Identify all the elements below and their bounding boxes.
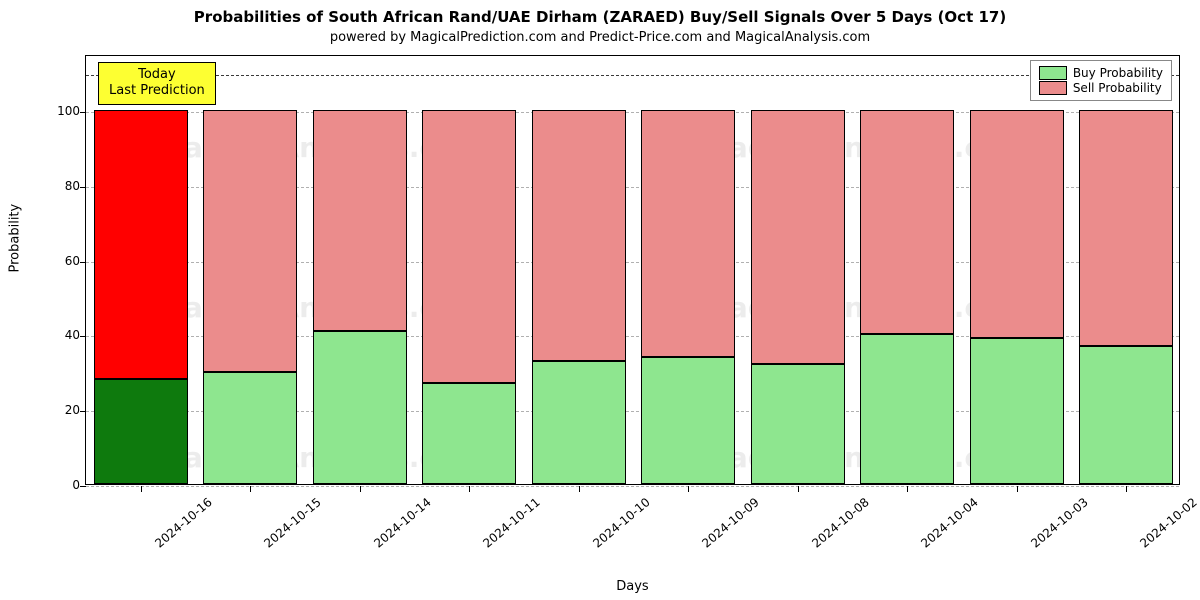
sell-bar	[313, 110, 407, 331]
bar-group	[751, 54, 845, 484]
buy-bar	[313, 331, 407, 484]
xtick-label: 2024-10-16	[152, 495, 214, 551]
sell-bar	[422, 110, 516, 383]
y-axis-label: Probability	[8, 253, 23, 273]
legend-swatch-sell	[1039, 81, 1067, 95]
xtick-label: 2024-10-10	[590, 495, 652, 551]
x-axis-label: Days	[85, 579, 1180, 594]
xtick-mark	[360, 486, 361, 492]
legend-item-sell: Sell Probability	[1039, 81, 1163, 95]
buy-bar	[641, 357, 735, 484]
xtick-mark	[688, 486, 689, 492]
xtick-label: 2024-10-15	[262, 495, 324, 551]
today-annotation: Today Last Prediction	[98, 62, 216, 105]
xtick-mark	[469, 486, 470, 492]
ytick-label: 0	[30, 478, 80, 492]
ytick-label: 100	[30, 104, 80, 118]
buy-bar	[1079, 346, 1173, 484]
plot-area: MagicalAnalysis.comMagicalAnalysis.comMa…	[85, 55, 1180, 485]
bar-group	[203, 54, 297, 484]
bar-group	[1079, 54, 1173, 484]
annotation-line-1: Today	[109, 67, 205, 83]
xtick-mark	[798, 486, 799, 492]
bar-group	[860, 54, 954, 484]
xtick-mark	[1017, 486, 1018, 492]
legend-item-buy: Buy Probability	[1039, 66, 1163, 80]
bar-group	[313, 54, 407, 484]
buy-bar	[860, 334, 954, 484]
bar-group	[970, 54, 1064, 484]
buy-bar	[970, 338, 1064, 484]
legend-label-sell: Sell Probability	[1073, 81, 1162, 95]
chart-title: Probabilities of South African Rand/UAE …	[0, 8, 1200, 26]
ytick-mark	[80, 336, 86, 337]
ytick-label: 40	[30, 328, 80, 342]
buy-bar	[94, 379, 188, 484]
legend-swatch-buy	[1039, 66, 1067, 80]
sell-bar	[970, 110, 1064, 338]
y-axis-label-text: Probability	[8, 204, 23, 273]
ytick-label: 80	[30, 179, 80, 193]
bar-group	[94, 54, 188, 484]
xtick-mark	[579, 486, 580, 492]
ytick-label: 20	[30, 403, 80, 417]
bar-group	[422, 54, 516, 484]
legend-label-buy: Buy Probability	[1073, 66, 1163, 80]
sell-bar	[532, 110, 626, 361]
annotation-line-2: Last Prediction	[109, 83, 205, 99]
xtick-label: 2024-10-14	[371, 495, 433, 551]
xtick-label: 2024-10-04	[919, 495, 981, 551]
xtick-label: 2024-10-02	[1138, 495, 1200, 551]
sell-bar	[94, 110, 188, 379]
sell-bar	[751, 110, 845, 364]
xtick-mark	[141, 486, 142, 492]
xtick-label: 2024-10-09	[700, 495, 762, 551]
ytick-mark	[80, 187, 86, 188]
xtick-mark	[907, 486, 908, 492]
sell-bar	[641, 110, 735, 357]
bar-group	[641, 54, 735, 484]
buy-bar	[422, 383, 516, 484]
xtick-mark	[1126, 486, 1127, 492]
ytick-mark	[80, 486, 86, 487]
ytick-mark	[80, 112, 86, 113]
buy-bar	[532, 361, 626, 484]
xtick-label: 2024-10-08	[809, 495, 871, 551]
xtick-label: 2024-10-03	[1028, 495, 1090, 551]
xtick-mark	[250, 486, 251, 492]
chart-container: Probabilities of South African Rand/UAE …	[0, 0, 1200, 600]
sell-bar	[860, 110, 954, 334]
xtick-label: 2024-10-11	[481, 495, 543, 551]
ytick-mark	[80, 411, 86, 412]
sell-bar	[203, 110, 297, 372]
buy-bar	[751, 364, 845, 484]
ytick-mark	[80, 262, 86, 263]
ytick-label: 60	[30, 254, 80, 268]
legend: Buy Probability Sell Probability	[1030, 60, 1172, 101]
buy-bar	[203, 372, 297, 484]
chart-subtitle: powered by MagicalPrediction.com and Pre…	[0, 30, 1200, 45]
bar-group	[532, 54, 626, 484]
sell-bar	[1079, 110, 1173, 346]
